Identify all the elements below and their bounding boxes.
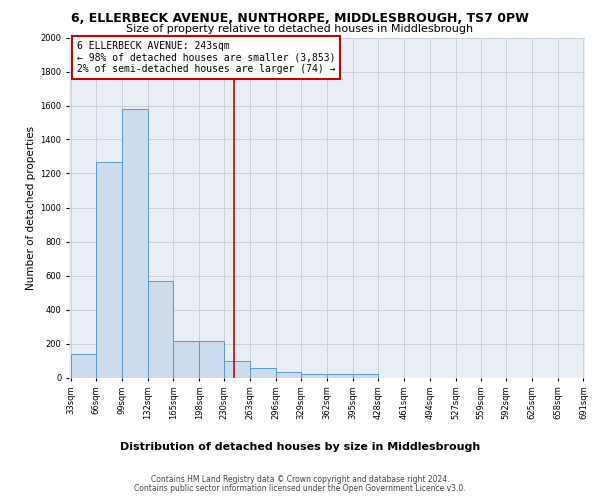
Bar: [148, 280, 173, 378]
Bar: [224, 360, 250, 378]
Text: Contains public sector information licensed under the Open Government Licence v3: Contains public sector information licen…: [134, 484, 466, 493]
Text: 6, ELLERBECK AVENUE, NUNTHORPE, MIDDLESBROUGH, TS7 0PW: 6, ELLERBECK AVENUE, NUNTHORPE, MIDDLESB…: [71, 12, 529, 26]
Bar: [353, 374, 379, 378]
Text: 6 ELLERBECK AVENUE: 243sqm
← 98% of detached houses are smaller (3,853)
2% of se: 6 ELLERBECK AVENUE: 243sqm ← 98% of deta…: [77, 41, 335, 74]
Bar: [71, 354, 96, 378]
Bar: [327, 374, 353, 378]
Bar: [173, 341, 199, 378]
Text: Distribution of detached houses by size in Middlesbrough: Distribution of detached houses by size …: [120, 442, 480, 452]
Bar: [199, 341, 224, 378]
Bar: [122, 109, 148, 378]
Bar: [301, 374, 327, 378]
Text: Size of property relative to detached houses in Middlesbrough: Size of property relative to detached ho…: [127, 24, 473, 34]
Bar: [96, 162, 122, 378]
Y-axis label: Number of detached properties: Number of detached properties: [26, 126, 36, 290]
Bar: [250, 368, 275, 378]
Text: Contains HM Land Registry data © Crown copyright and database right 2024.: Contains HM Land Registry data © Crown c…: [151, 475, 449, 484]
Bar: [275, 372, 301, 378]
